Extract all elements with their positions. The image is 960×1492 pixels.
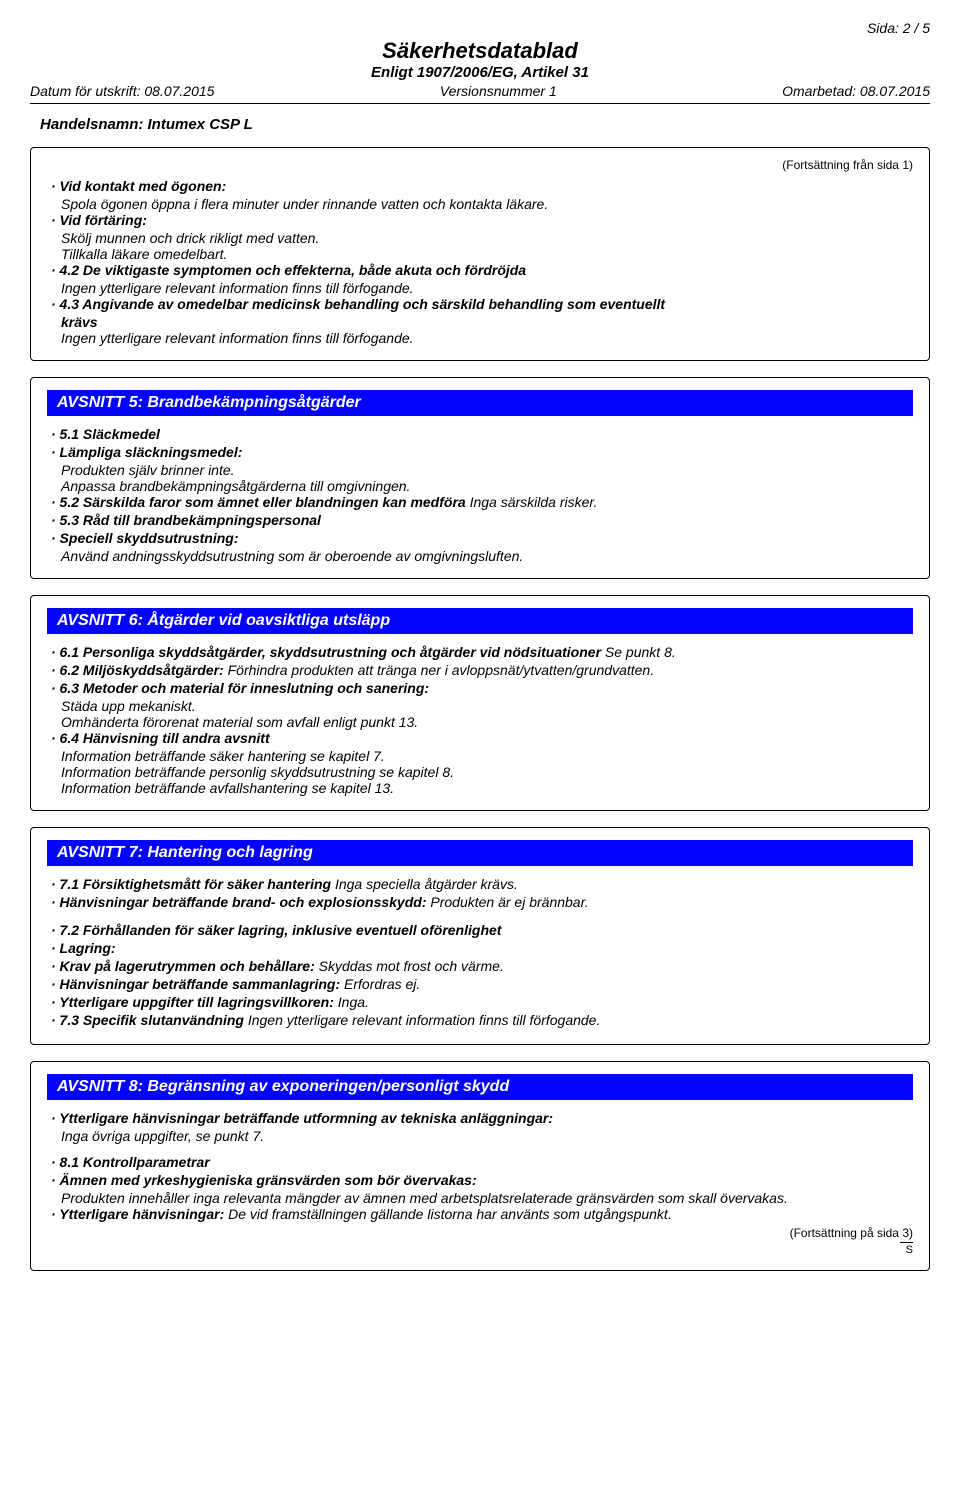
item-inline-value: Förhindra produkten att tränga ner i avl…: [224, 662, 654, 678]
content-item: · 5.3 Råd till brandbekämpningspersonal: [51, 512, 913, 528]
item-inline-value: Produkten är ej brännbar.: [426, 894, 588, 910]
item-line: Använd andningsskyddsutrustning som är o…: [61, 548, 913, 564]
content-item: · Vid kontakt med ögonen:: [51, 178, 913, 194]
item-line: Information beträffande personlig skydds…: [61, 764, 913, 780]
content-item: · 5.2 Särskilda faror som ämnet eller bl…: [51, 494, 913, 510]
content-item: · 7.1 Försiktighetsmått för säker hanter…: [51, 876, 913, 892]
item-inline-value: De vid framställningen gällande listorna…: [224, 1206, 671, 1222]
item-label: · 6.2 Miljöskyddsåtgärder:: [51, 662, 224, 678]
content-item: · Ämnen med yrkeshygieniska gränsvärden …: [51, 1172, 913, 1188]
content-item: · Hänvisningar beträffande brand- och ex…: [51, 894, 913, 910]
item-line: Inga övriga uppgifter, se punkt 7.: [61, 1128, 913, 1144]
version-number: Versionsnummer 1: [440, 83, 557, 99]
content-item: · Lagring:: [51, 940, 913, 956]
content-item: · 5.1 Släckmedel: [51, 426, 913, 442]
item-line: Produkten innehåller inga relevanta mäng…: [61, 1190, 913, 1206]
header-underline: [30, 103, 930, 104]
content-item: · 6.2 Miljöskyddsåtgärder: Förhindra pro…: [51, 662, 913, 678]
item-label: · 5.2 Särskilda faror som ämnet eller bl…: [51, 494, 466, 510]
item-label: · Vid förtäring:: [51, 212, 147, 228]
item-label: · 4.2 De viktigaste symptomen och effekt…: [51, 262, 526, 278]
item-line: Ingen ytterligare relevant information f…: [61, 280, 913, 296]
section-5: AVSNITT 5: Brandbekämpningsåtgärder · 5.…: [30, 377, 930, 579]
item-line: Information beträffande säker hantering …: [61, 748, 913, 764]
content-item: · 6.3 Metoder och material för inneslutn…: [51, 680, 913, 696]
item-label: · 5.1 Släckmedel: [51, 426, 160, 442]
section-6: AVSNITT 6: Åtgärder vid oavsiktliga utsl…: [30, 595, 930, 811]
content-item: · 6.1 Personliga skyddsåtgärder, skyddsu…: [51, 644, 913, 660]
item-inline-value: Inga speciella åtgärder krävs.: [331, 876, 518, 892]
content-item: · Hänvisningar beträffande sammanlagring…: [51, 976, 913, 992]
item-label-continuation: krävs: [61, 314, 913, 330]
content-item: · Speciell skyddsutrustning:: [51, 530, 913, 546]
item-inline-value: Skyddas mot frost och värme.: [315, 958, 504, 974]
page-header: Sida: 2 / 5 Säkerhetsdatablad Enligt 190…: [30, 20, 930, 133]
item-line: Anpassa brandbekämpningsåtgärderna till …: [61, 478, 913, 494]
section-8: AVSNITT 8: Begränsning av exponeringen/p…: [30, 1061, 930, 1271]
item-label: · Ytterligare hänvisningar beträffande u…: [51, 1110, 553, 1126]
item-label: · Ytterligare uppgifter till lagringsvil…: [51, 994, 334, 1010]
item-inline-value: Se punkt 8.: [601, 644, 676, 660]
content-item: · Krav på lagerutrymmen och behållare: S…: [51, 958, 913, 974]
item-label: · Ytterligare hänvisningar:: [51, 1206, 224, 1222]
item-label: · Hänvisningar beträffande brand- och ex…: [51, 894, 426, 910]
item-label: · 4.3 Angivande av omedelbar medicinsk b…: [51, 296, 665, 312]
footer-s-mark: S: [900, 1242, 913, 1256]
item-label: · 6.3 Metoder och material för inneslutn…: [51, 680, 429, 696]
item-inline-value: Inga särskilda risker.: [466, 494, 598, 510]
content-item: · Ytterligare hänvisningar: De vid frams…: [51, 1206, 913, 1222]
item-label: · Lagring:: [51, 940, 116, 956]
document-subtitle: Enligt 1907/2006/EG, Artikel 31: [30, 64, 930, 81]
continuation-note: (Fortsättning från sida 1): [47, 158, 913, 172]
item-label: · Speciell skyddsutrustning:: [51, 530, 238, 546]
section-6-heading: AVSNITT 6: Åtgärder vid oavsiktliga utsl…: [47, 608, 913, 634]
item-line: Omhänderta förorenat material som avfall…: [61, 714, 913, 730]
item-inline-value: Inga.: [334, 994, 369, 1010]
content-item: · 8.1 Kontrollparametrar: [51, 1154, 913, 1170]
item-line: Ingen ytterligare relevant information f…: [61, 330, 913, 346]
item-label: · Hänvisningar beträffande sammanlagring…: [51, 976, 340, 992]
section-5-heading: AVSNITT 5: Brandbekämpningsåtgärder: [47, 390, 913, 416]
print-date: Datum för utskrift: 08.07.2015: [30, 83, 214, 99]
item-line: Skölj munnen och drick rikligt med vatte…: [61, 230, 913, 246]
item-line: Spola ögonen öppna i flera minuter under…: [61, 196, 913, 212]
continuation-next: (Fortsättning på sida 3): [47, 1226, 913, 1240]
item-inline-value: Ingen ytterligare relevant information f…: [244, 1012, 600, 1028]
content-item: · 4.2 De viktigaste symptomen och effekt…: [51, 262, 913, 278]
page-number: Sida: 2 / 5: [30, 20, 930, 36]
item-inline-value: Erfordras ej.: [340, 976, 420, 992]
item-label: · Ämnen med yrkeshygieniska gränsvärden …: [51, 1172, 477, 1188]
item-label: · Krav på lagerutrymmen och behållare:: [51, 958, 315, 974]
item-line: Tillkalla läkare omedelbart.: [61, 246, 913, 262]
content-item: · Vid förtäring:: [51, 212, 913, 228]
item-label: · 5.3 Råd till brandbekämpningspersonal: [51, 512, 321, 528]
title-block: Säkerhetsdatablad Enligt 1907/2006/EG, A…: [30, 38, 930, 81]
item-label: · Vid kontakt med ögonen:: [51, 178, 226, 194]
section-4-continuation: (Fortsättning från sida 1) · Vid kontakt…: [30, 147, 930, 361]
content-item: · 4.3 Angivande av omedelbar medicinsk b…: [51, 296, 913, 312]
content-item: · Ytterligare hänvisningar beträffande u…: [51, 1110, 913, 1126]
section-7: AVSNITT 7: Hantering och lagring · 7.1 F…: [30, 827, 930, 1045]
item-line: Städa upp mekaniskt.: [61, 698, 913, 714]
content-item: · 7.2 Förhållanden för säker lagring, in…: [51, 922, 913, 938]
content-item: · Ytterligare uppgifter till lagringsvil…: [51, 994, 913, 1010]
section-8-heading: AVSNITT 8: Begränsning av exponeringen/p…: [47, 1074, 913, 1100]
meta-row: Datum för utskrift: 08.07.2015 Versionsn…: [30, 83, 930, 99]
item-label: · 8.1 Kontrollparametrar: [51, 1154, 210, 1170]
content-item: · 7.3 Specifik slutanvändning Ingen ytte…: [51, 1012, 913, 1028]
item-label: · 7.2 Förhållanden för säker lagring, in…: [51, 922, 501, 938]
item-label: · 6.4 Hänvisning till andra avsnitt: [51, 730, 270, 746]
item-line: Produkten själv brinner inte.: [61, 462, 913, 478]
item-label: · Lämpliga släckningsmedel:: [51, 444, 242, 460]
item-line: Information beträffande avfallshantering…: [61, 780, 913, 796]
item-label: · 6.1 Personliga skyddsåtgärder, skyddsu…: [51, 644, 601, 660]
trade-name: Handelsnamn: Intumex CSP L: [40, 116, 930, 133]
item-label: · 7.1 Försiktighetsmått för säker hanter…: [51, 876, 331, 892]
content-item: · Lämpliga släckningsmedel:: [51, 444, 913, 460]
item-label: · 7.3 Specifik slutanvändning: [51, 1012, 244, 1028]
document-title: Säkerhetsdatablad: [30, 38, 930, 64]
section-7-heading: AVSNITT 7: Hantering och lagring: [47, 840, 913, 866]
revised-date: Omarbetad: 08.07.2015: [782, 83, 930, 99]
content-item: · 6.4 Hänvisning till andra avsnitt: [51, 730, 913, 746]
